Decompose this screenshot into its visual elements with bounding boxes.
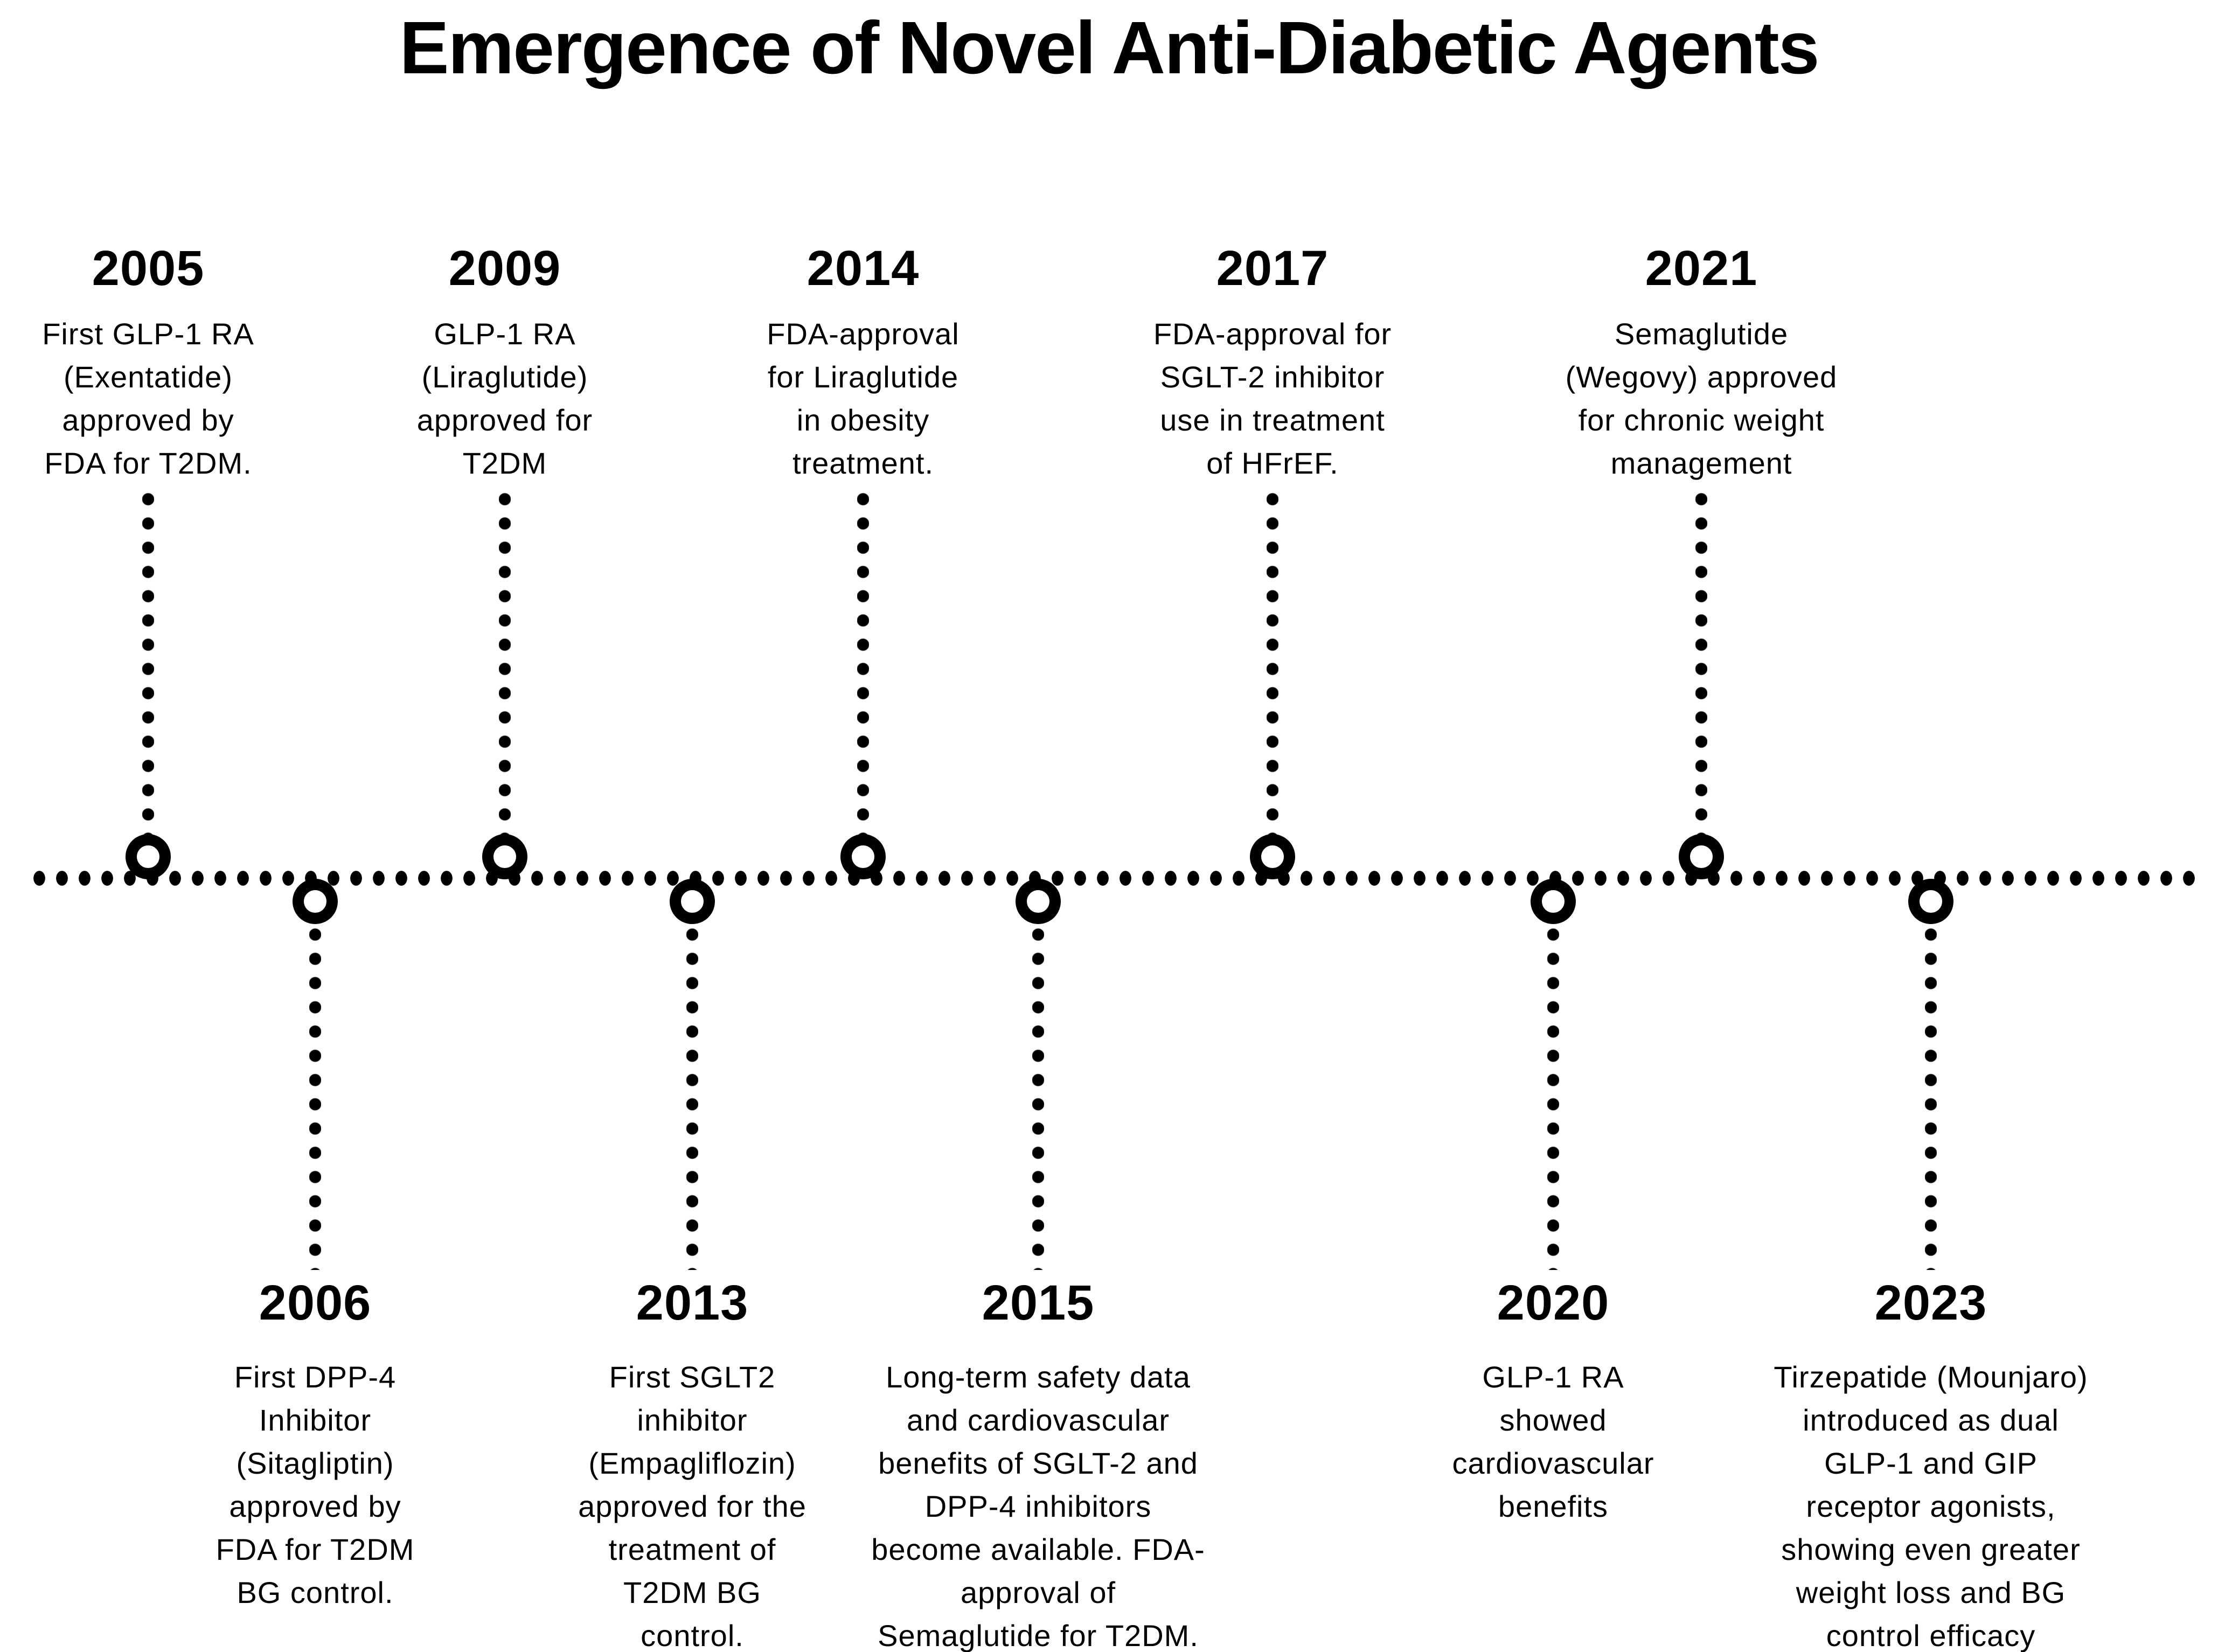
connector-dotted-line	[1925, 922, 1937, 1270]
event-description: GLP-1 RA showed cardiovascular benefits	[1452, 1360, 1654, 1523]
event-description: Long-term safety data and cardiovascular…	[871, 1360, 1205, 1652]
event-year-label: 2015	[982, 1275, 1095, 1330]
event-marker-ring-icon	[1531, 879, 1576, 924]
timeline-axis-dotted-line	[28, 871, 2198, 886]
event-marker-ring-icon	[1679, 834, 1724, 879]
connector-dotted-line	[1267, 487, 1278, 838]
connector-dotted-line	[142, 487, 154, 838]
event-year-label: 2017	[1216, 241, 1329, 296]
event-year-label: 2013	[636, 1275, 749, 1330]
event-marker-ring-icon	[840, 834, 886, 879]
event-description: FDA-approval for Liraglutide in obesity …	[767, 317, 959, 480]
connector-dotted-line	[857, 487, 869, 838]
event-year-label: 2021	[1645, 241, 1758, 296]
event-description: FDA-approval for SGLT-2 inhibitor use in…	[1153, 317, 1392, 480]
event-marker-ring-icon	[482, 834, 527, 879]
event-marker-ring-icon	[1908, 879, 1953, 924]
page-title: Emergence of Novel Anti-Diabetic Agents	[399, 6, 1820, 89]
event-year-label: 2020	[1497, 1275, 1610, 1330]
connector-dotted-line	[686, 922, 698, 1270]
event-description: First SGLT2 inhibitor (Empagliflozin) ap…	[578, 1360, 806, 1652]
event-year-label: 2023	[1874, 1275, 1987, 1330]
event-description: Semaglutide (Wegovy) approved for chroni…	[1565, 317, 1838, 480]
event-description: First DPP-4 Inhibitor (Sitagliptin) appr…	[215, 1360, 415, 1609]
event-description: GLP-1 RA (Liraglutide) approved for T2DM	[416, 317, 593, 480]
event-year-label: 2005	[92, 241, 205, 296]
event-year-label: 2006	[259, 1275, 372, 1330]
connector-dotted-line	[309, 922, 321, 1270]
event-marker-ring-icon	[126, 834, 171, 879]
connector-dotted-line	[499, 487, 511, 838]
event-marker-ring-icon	[670, 879, 715, 924]
event-description: Tirzepatide (Mounjaro) introduced as dua…	[1774, 1360, 2088, 1652]
event-marker-ring-icon	[1250, 834, 1295, 879]
connector-dotted-line	[1032, 922, 1044, 1270]
event-description: First GLP-1 RA (Exentatide) approved by …	[42, 317, 254, 480]
event-year-label: 2009	[448, 241, 561, 296]
connector-dotted-line	[1695, 487, 1707, 838]
event-marker-ring-icon	[293, 879, 338, 924]
connector-dotted-line	[1547, 922, 1559, 1270]
event-marker-ring-icon	[1016, 879, 1061, 924]
event-year-label: 2014	[806, 241, 920, 296]
